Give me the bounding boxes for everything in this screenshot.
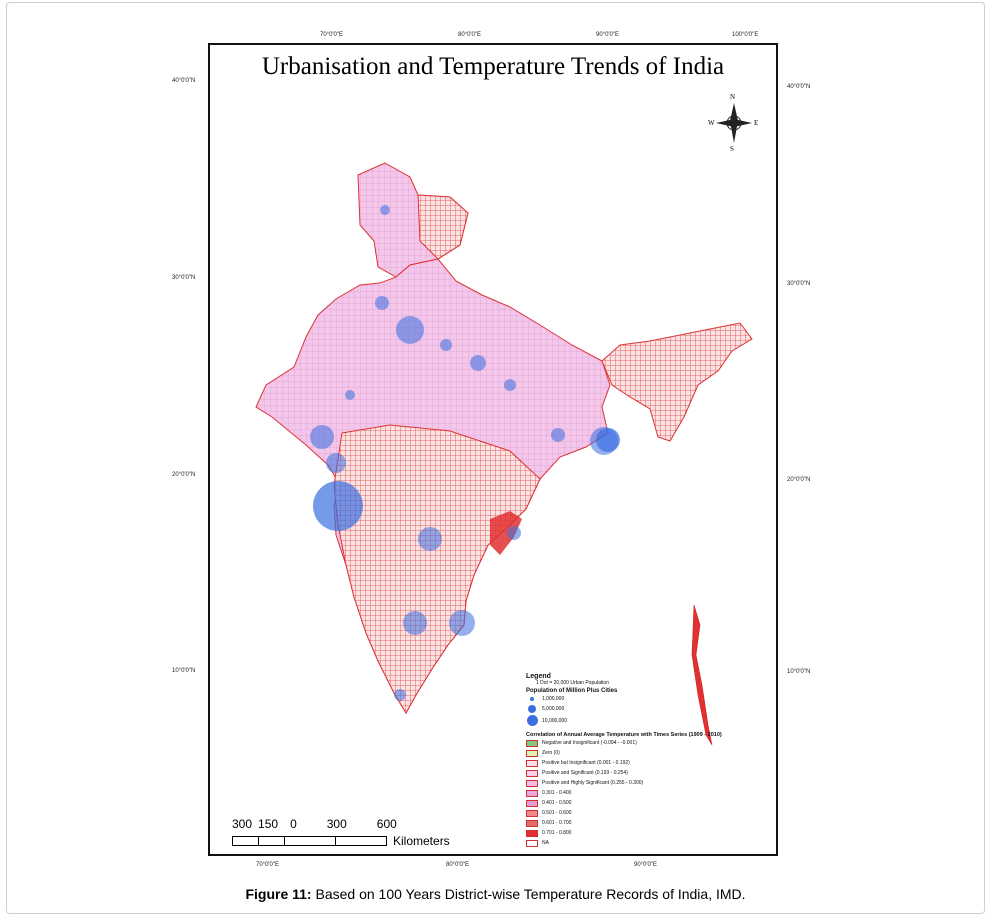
legend-class-swatch	[526, 829, 538, 837]
region-coast-red	[490, 511, 522, 555]
grid-label-bottom-80: 80°0'0"E	[446, 862, 470, 868]
legend-class-swatch	[526, 749, 538, 757]
legend-class-swatch	[526, 759, 538, 767]
legend-dot-note: 1 Dot = 20,000 Urban Population	[536, 680, 609, 686]
legend-class-swatch	[526, 799, 538, 807]
legend-class-swatch	[526, 789, 538, 797]
legend-class-swatch	[526, 739, 538, 747]
city-medium-label: 5,000,000	[542, 706, 565, 712]
scale-ticks: 300 150 0 300 600	[232, 817, 450, 831]
scale-bar-segments	[232, 836, 387, 846]
legend-class-swatch	[526, 769, 538, 777]
grid-label-top-100: 100°0'0"E	[732, 32, 759, 38]
figure-caption: Figure 11: Based on 100 Years District-w…	[0, 886, 991, 902]
compass-e: E	[754, 119, 759, 127]
map-title: Urbanisation and Temperature Trends of I…	[261, 53, 725, 80]
scale-tick-600: 600	[376, 817, 397, 831]
region-northeast	[601, 322, 753, 442]
grid-label-left-30: 30°0'0"N	[172, 275, 196, 281]
legend-classes: Negative and Insignificant (-0.094 - -0.…	[526, 738, 722, 848]
legend-class-row: 0.701 - 0.800	[526, 828, 722, 838]
compass-icon	[716, 103, 752, 143]
legend-class-row: 0.301 - 0.400	[526, 788, 722, 798]
legend-class-label: 0.501 - 0.600	[542, 810, 572, 816]
legend-class-label: 0.601 - 0.700	[542, 820, 572, 826]
legend: Legend 1 Dot = 20,000 Urban Population P…	[526, 673, 722, 848]
legend-city-large: 10,000,000	[526, 714, 722, 727]
caption-label: Figure 11:	[245, 886, 312, 902]
legend-class-label: NA	[542, 840, 549, 846]
compass-rose: N S W E	[708, 93, 760, 153]
india-map	[255, 162, 753, 746]
scale-graphic: Kilometers	[232, 834, 450, 848]
legend-class-swatch	[526, 779, 538, 787]
city-large-label: 10,000,000	[542, 717, 568, 724]
city-mumbai	[313, 481, 363, 531]
grid-label-left-40: 40°0'0"N	[172, 78, 196, 84]
city-small-symbol	[530, 697, 534, 701]
scale-unit: Kilometers	[393, 834, 450, 848]
legend-class-swatch	[526, 819, 538, 827]
caption-text: Based on 100 Years District-wise Tempera…	[311, 886, 746, 902]
legend-class-row: 0.601 - 0.700	[526, 818, 722, 828]
legend-class-row: Positive but Insignificant (0.001 - 0.19…	[526, 758, 722, 768]
legend-class-row: 0.401 - 0.500	[526, 798, 722, 808]
legend-class-swatch	[526, 809, 538, 817]
legend-class-row: 0.501 - 0.600	[526, 808, 722, 818]
compass-w: W	[708, 119, 715, 127]
scale-tick-300: 300	[326, 817, 347, 831]
legend-correlation-title: Correlation of Annual Average Temperatur…	[526, 732, 722, 738]
city-medium-symbol	[528, 705, 536, 713]
compass-n: N	[730, 93, 736, 101]
city-large-symbol	[527, 715, 538, 726]
grid-label-top-70: 70°0'0"E	[320, 32, 344, 38]
legend-class-label: 0.701 - 0.800	[542, 830, 572, 836]
legend-class-row: Zero (0)	[526, 748, 722, 758]
scale-tick-150: 150	[258, 817, 279, 831]
map-frame: Urbanisation and Temperature Trends of I…	[208, 43, 778, 856]
grid-label-bottom-70: 70°0'0"E	[256, 862, 280, 868]
region-south	[333, 424, 541, 714]
legend-class-label: Positive and Highly Significant (0.255 -…	[542, 780, 644, 786]
legend-title: Legend	[526, 673, 551, 680]
grid-label-right-10: 10°0'0"N	[787, 669, 811, 675]
region-ladakh	[417, 194, 469, 260]
urban-dots	[310, 205, 618, 701]
grid-label-right-40: 40°0'0"N	[787, 84, 811, 90]
figure-container	[6, 2, 985, 914]
legend-class-label: Positive but Insignificant (0.001 - 0.19…	[542, 760, 630, 766]
grid-label-left-20: 20°0'0"N	[172, 472, 196, 478]
legend-class-label: 0.301 - 0.400	[542, 790, 572, 796]
grid-label-bottom-90: 90°0'0"E	[634, 862, 658, 868]
scale-bar: 300 150 0 300 600 Kilometers	[232, 817, 450, 848]
scale-tick-0: 0	[290, 817, 297, 831]
legend-class-label: Negative and Insignificant (-0.094 - -0.…	[542, 740, 637, 746]
grid-label-top-80: 80°0'0"E	[458, 32, 482, 38]
region-islands	[691, 604, 713, 746]
legend-class-label: Zero (0)	[542, 750, 560, 756]
legend-class-label: Positive and Significant (0.193 - 0.254)	[542, 770, 628, 776]
legend-class-label: 0.401 - 0.500	[542, 800, 572, 806]
grid-label-left-10: 10°0'0"N	[172, 668, 196, 674]
grid-label-right-20: 20°0'0"N	[787, 477, 811, 483]
legend-class-row: Negative and Insignificant (-0.094 - -0.…	[526, 738, 722, 748]
legend-class-swatch	[526, 839, 538, 847]
legend-class-row: Positive and Significant (0.193 - 0.254)	[526, 768, 722, 778]
legend-cities-title: Population of Million Plus Cities	[526, 688, 618, 694]
compass-s: S	[730, 145, 734, 153]
grid-label-right-30: 30°0'0"N	[787, 281, 811, 287]
legend-class-row: NA	[526, 838, 722, 848]
scale-tick-300-left: 300	[232, 817, 253, 831]
legend-class-row: Positive and Highly Significant (0.255 -…	[526, 778, 722, 788]
legend-city-small: 1,000,000	[526, 694, 722, 704]
grid-label-top-90: 90°0'0"E	[596, 32, 620, 38]
legend-city-medium: 5,000,000	[526, 704, 722, 714]
city-small-label: 1,000,000	[542, 696, 565, 702]
city-kolkata	[596, 428, 620, 452]
